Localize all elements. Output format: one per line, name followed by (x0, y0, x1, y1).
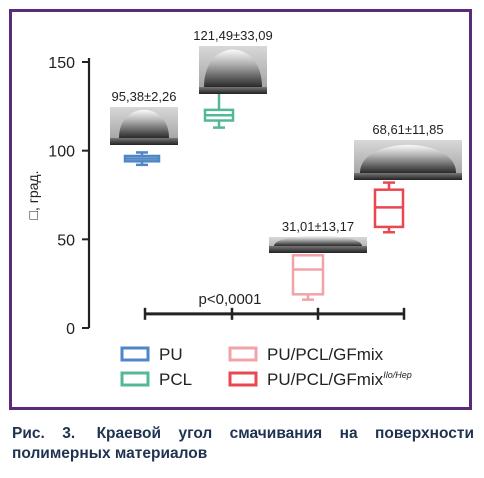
y-tick-label: 100 (48, 144, 75, 161)
droplet-shape (204, 49, 262, 87)
chart-legend: PU PCL PU/PCL/GFmix PU/PCL/GFmixIlo/Hep (120, 345, 412, 389)
box-series-2 (203, 80, 235, 129)
legend-swatch (228, 346, 258, 362)
box-series-3 (291, 254, 325, 301)
chart-axes: 0 50 100 150 □, град. (25, 55, 91, 338)
box-series-4 (373, 181, 405, 234)
legend-label: PU/PCL/GFmix (267, 345, 384, 364)
droplet-shape (360, 144, 456, 173)
photo-substrate (269, 246, 367, 253)
legend-label: PU/PCL/GFmixIlo/Hep (267, 370, 412, 389)
legend-swatch (120, 371, 150, 387)
box-plot-chart: 0 50 100 150 □, град. p<0,0001 95,38±2,26 121,… (25, 28, 462, 389)
caption-text: Краевой угол смачивания на поверхности п… (12, 425, 475, 462)
box-annotation: 121,49±33,09 (193, 28, 272, 43)
box-annotation: 68,61±11,85 (372, 122, 443, 137)
droplet-photo: 68,61±11,85 (354, 122, 462, 180)
droplet-photo: 95,38±2,26 (110, 89, 178, 145)
chart-marks: p<0,0001 95,38±2,26 121,49±33,09 31,01±13,1… (110, 28, 462, 320)
photo-substrate (354, 173, 462, 180)
y-tick-label: 0 (66, 321, 75, 338)
droplet-shape (119, 109, 169, 138)
box-series-1 (123, 151, 161, 167)
legend-label: PU (159, 345, 183, 364)
y-axis-label: □, град. (25, 171, 41, 220)
legend-item-4: PU/PCL/GFmixIlo/Hep (228, 370, 412, 389)
box-annotation: 31,01±13,17 (282, 219, 354, 234)
caption-label: Рис. 3. (12, 425, 76, 442)
droplet-photo: 31,01±13,17 (269, 219, 367, 253)
legend-item-1: PU (120, 345, 183, 364)
legend-swatch (228, 371, 258, 387)
legend-item-3: PU/PCL/GFmix (228, 345, 384, 364)
y-tick-label: 50 (57, 232, 75, 249)
droplet-photo: 121,49±33,09 (193, 28, 273, 94)
photo-substrate (110, 138, 178, 145)
y-tick-label: 150 (48, 55, 75, 72)
box-iqr (291, 254, 325, 296)
photo-substrate (199, 87, 267, 94)
figure-caption: Рис. 3. Краевой угол смачивания на повер… (12, 424, 474, 464)
box-annotation: 95,38±2,26 (112, 89, 177, 104)
legend-label: PCL (159, 370, 192, 389)
legend-swatch (120, 346, 150, 362)
droplet-shape (274, 235, 362, 246)
legend-item-2: PCL (120, 370, 192, 389)
figure-frame: 0 50 100 150 □, град. p<0,0001 95,38±2,26 121,… (9, 9, 472, 410)
significance-label: p<0,0001 (199, 291, 262, 308)
